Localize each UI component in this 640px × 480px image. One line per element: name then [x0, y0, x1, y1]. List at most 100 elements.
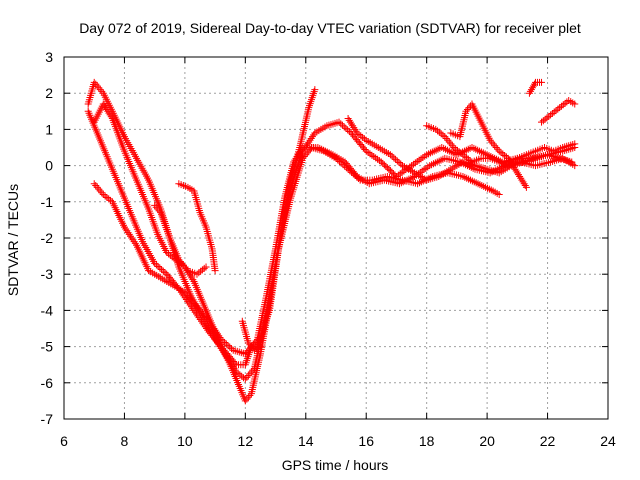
data-point — [207, 321, 215, 329]
data-point — [201, 323, 209, 331]
data-point — [247, 368, 255, 376]
data-point — [99, 191, 107, 199]
data-point — [296, 147, 304, 155]
data-point — [338, 121, 346, 129]
data-point — [246, 341, 254, 349]
data-point — [502, 153, 510, 161]
data-point — [529, 82, 537, 90]
data-point — [344, 115, 352, 123]
data-point — [294, 151, 302, 159]
data-point — [342, 124, 350, 132]
y-tick-label: -1 — [41, 194, 54, 210]
data-point — [302, 142, 310, 150]
data-point — [543, 114, 551, 122]
data-point — [345, 127, 353, 135]
data-point — [226, 343, 234, 351]
data-point — [228, 345, 236, 353]
data-point — [200, 264, 208, 272]
data-point — [249, 344, 257, 352]
data-point — [489, 140, 497, 148]
x-axis-label: GPS time / hours — [282, 457, 389, 473]
data-point — [244, 393, 252, 401]
data-point — [292, 154, 300, 162]
x-tick-label: 14 — [298, 433, 314, 449]
data-point — [165, 250, 173, 258]
y-tick-label: 1 — [45, 121, 53, 137]
data-point — [291, 156, 299, 164]
data-point — [452, 145, 460, 153]
data-point — [501, 151, 509, 159]
data-point — [519, 178, 527, 186]
data-point — [107, 113, 115, 121]
data-point — [538, 118, 546, 126]
data-point — [521, 182, 529, 190]
data-point — [195, 269, 203, 277]
data-point — [355, 130, 363, 138]
data-point — [214, 330, 222, 338]
data-point — [99, 100, 107, 108]
data-point — [215, 332, 223, 340]
data-point — [344, 126, 352, 134]
data-point — [539, 117, 547, 125]
data-point — [209, 323, 217, 331]
data-point — [196, 315, 204, 323]
data-point — [224, 342, 232, 350]
data-point — [126, 232, 134, 240]
data-point — [152, 261, 160, 269]
data-point — [518, 176, 526, 184]
data-point — [181, 263, 189, 271]
data-point — [495, 191, 503, 199]
data-point — [96, 86, 104, 94]
data-point — [509, 162, 517, 170]
data-point — [466, 157, 474, 165]
data-point — [345, 116, 353, 124]
data-point — [103, 105, 111, 113]
data-point — [195, 314, 203, 322]
grid-lines — [64, 57, 608, 419]
y-tick-label: -7 — [41, 411, 54, 427]
data-point — [455, 148, 463, 156]
data-point — [561, 99, 569, 107]
data-point — [197, 267, 205, 275]
data-point — [505, 156, 513, 164]
data-point — [377, 158, 385, 166]
series-track-8 — [344, 115, 576, 184]
data-point — [507, 158, 515, 166]
data-point — [392, 155, 400, 163]
data-point — [212, 328, 220, 336]
data-point — [154, 205, 162, 213]
data-point — [459, 151, 467, 159]
data-point — [182, 265, 190, 273]
data-point — [527, 86, 535, 94]
data-point — [92, 80, 100, 88]
data-point — [241, 397, 249, 405]
data-point — [397, 160, 405, 168]
chart-title: Day 072 of 2019, Sidereal Day-to-day VTE… — [79, 20, 581, 36]
data-point — [105, 109, 113, 117]
data-point — [568, 158, 576, 166]
series-track-6 — [175, 180, 219, 275]
data-point — [435, 128, 443, 136]
data-point — [151, 201, 159, 209]
data-point — [351, 125, 359, 133]
data-point — [168, 253, 176, 261]
data-point — [302, 151, 310, 159]
data-point — [120, 223, 128, 231]
data-point — [556, 104, 564, 112]
data-point — [211, 267, 219, 275]
data-point — [360, 135, 368, 143]
data-point — [210, 325, 218, 332]
data-point — [390, 154, 398, 162]
data-point — [98, 189, 106, 197]
data-point — [385, 165, 393, 173]
data-point — [211, 326, 219, 334]
data-point — [571, 140, 579, 148]
data-point — [131, 239, 139, 247]
data-point — [95, 185, 103, 193]
data-point — [492, 144, 500, 151]
x-tick-label: 8 — [121, 433, 129, 449]
y-tick-label: 0 — [45, 158, 53, 174]
data-point — [310, 131, 318, 139]
data-point — [158, 266, 166, 274]
